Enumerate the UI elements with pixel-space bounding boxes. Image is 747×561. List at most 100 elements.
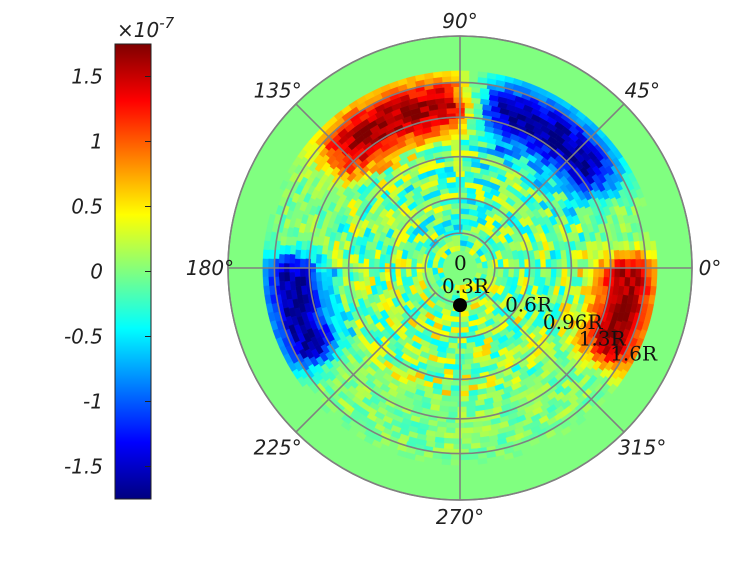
heatmap-cell bbox=[450, 202, 461, 210]
heatmap-cell bbox=[336, 258, 343, 269]
heatmap-cell bbox=[618, 249, 626, 260]
heatmap-cell bbox=[443, 91, 454, 99]
heatmap-cell bbox=[629, 276, 637, 287]
heatmap-cell bbox=[614, 267, 621, 278]
radius-tick-label: 0.6R bbox=[505, 292, 553, 316]
heatmap-cell bbox=[405, 258, 412, 269]
heatmap-cell bbox=[466, 411, 477, 418]
heatmap-cell bbox=[582, 267, 589, 278]
heatmap-cell bbox=[324, 384, 335, 396]
heatmap-cell bbox=[263, 285, 271, 296]
heatmap-cell bbox=[457, 128, 468, 135]
colorbar-tick-label: 1.5 bbox=[71, 65, 103, 89]
heatmap-cell bbox=[459, 70, 470, 77]
colorbar-tick-label: -1 bbox=[83, 390, 103, 414]
heatmap-cell bbox=[357, 253, 365, 264]
radius-tick-label: 0.96R bbox=[543, 310, 604, 334]
heatmap-cell bbox=[529, 258, 536, 269]
heatmap-cell bbox=[443, 86, 454, 93]
heatmap-cell bbox=[331, 258, 338, 269]
heatmap-cell bbox=[529, 267, 536, 278]
heatmap-cell bbox=[459, 134, 470, 141]
heatmap-cell bbox=[452, 86, 463, 93]
heatmap-cell bbox=[352, 253, 360, 264]
heatmap-cell bbox=[613, 276, 621, 287]
heatmap-cell bbox=[513, 258, 520, 269]
heatmap-cell bbox=[464, 102, 474, 109]
colorbar-multiplier-base: ×10 bbox=[117, 18, 159, 42]
heatmap-cell bbox=[448, 411, 459, 418]
heatmap-cell bbox=[603, 267, 610, 278]
heatmap-cell bbox=[327, 402, 339, 414]
heatmap-cell bbox=[593, 267, 600, 278]
angle-grid-spoke bbox=[295, 292, 436, 433]
angle-grid-spoke bbox=[295, 103, 436, 244]
heatmap-cell bbox=[299, 276, 307, 287]
heatmap-cell bbox=[464, 352, 475, 360]
heatmap-cell bbox=[341, 258, 349, 269]
heatmap-cell bbox=[448, 186, 459, 194]
heatmap-cell bbox=[529, 437, 540, 447]
heatmap-cell bbox=[450, 134, 461, 141]
heatmap-cell bbox=[461, 97, 472, 104]
colorbar-ticks: 1.5 1 0.5 0 -0.5 -1 -1.5 bbox=[64, 65, 151, 479]
heatmap-cell bbox=[450, 390, 461, 397]
heatmap-cell bbox=[341, 267, 349, 278]
heatmap-cell bbox=[267, 258, 274, 269]
colorbar-tick-label: -1.5 bbox=[64, 455, 103, 479]
heatmap-cell bbox=[450, 75, 461, 82]
heatmap-cell bbox=[459, 218, 470, 226]
heatmap-cell bbox=[297, 376, 308, 388]
heatmap-cell bbox=[461, 86, 472, 93]
heatmap-cell bbox=[575, 415, 587, 426]
radius-tick-label: 0 bbox=[454, 251, 467, 275]
heatmap-cell bbox=[448, 118, 459, 125]
heatmap-cell bbox=[561, 258, 568, 269]
heatmap-cell bbox=[459, 326, 470, 334]
heatmap-cell bbox=[441, 458, 452, 466]
heatmap-cell bbox=[532, 400, 543, 410]
heatmap-cell bbox=[466, 405, 477, 413]
heatmap-cell bbox=[375, 360, 387, 372]
angle-tick-labels: 0° 45° 90° 135° 180° 225° 270° 315° bbox=[186, 9, 721, 529]
heatmap-cell bbox=[508, 258, 515, 269]
heatmap-cell bbox=[459, 202, 470, 210]
heatmap-cell bbox=[464, 422, 474, 429]
heatmap-cell bbox=[457, 118, 468, 125]
angle-grid-spoke bbox=[484, 103, 625, 244]
heatmap-cell bbox=[373, 258, 380, 269]
colorbar-multiplier: ×10-7 bbox=[117, 14, 175, 42]
heatmap-cell bbox=[634, 249, 642, 260]
heatmap-cell bbox=[470, 92, 481, 99]
heatmap-cell bbox=[326, 258, 333, 269]
heatmap-cell bbox=[450, 149, 461, 157]
heatmap-cell bbox=[577, 267, 584, 278]
heatmap-cell bbox=[466, 128, 477, 136]
heatmap-cell bbox=[457, 401, 468, 408]
heatmap-cell bbox=[651, 258, 658, 269]
heatmap-cell bbox=[340, 420, 352, 431]
polar-plot: 0° 45° 90° 135° 180° 225° 270° 315° 00.3R 0.6R0.… bbox=[186, 9, 721, 529]
heatmap-cell bbox=[461, 91, 472, 98]
heatmap-cell bbox=[457, 186, 468, 193]
heatmap-cell bbox=[450, 139, 461, 146]
radius-tick-label: 0.3R bbox=[442, 274, 490, 298]
heatmap-cell bbox=[466, 400, 477, 408]
heatmap-cell bbox=[432, 452, 443, 460]
colorbar-tick-label: 1 bbox=[90, 130, 103, 154]
heatmap-cell bbox=[443, 437, 454, 445]
heatmap-cell bbox=[461, 369, 472, 376]
heatmap-cell bbox=[283, 254, 291, 264]
heatmap-cell bbox=[267, 267, 274, 278]
heatmap-cell bbox=[448, 406, 459, 413]
heatmap-cell bbox=[577, 258, 584, 269]
heatmap-cell bbox=[400, 258, 407, 269]
heatmap-cell bbox=[299, 267, 306, 278]
heatmap-cell bbox=[320, 272, 328, 283]
angle-tick-label: 45° bbox=[625, 79, 660, 103]
heatmap-cell bbox=[452, 160, 463, 167]
heatmap-cell bbox=[368, 258, 375, 269]
heatmap-cell bbox=[649, 240, 657, 251]
heatmap-cell bbox=[450, 321, 461, 328]
heatmap-cell bbox=[336, 267, 343, 278]
